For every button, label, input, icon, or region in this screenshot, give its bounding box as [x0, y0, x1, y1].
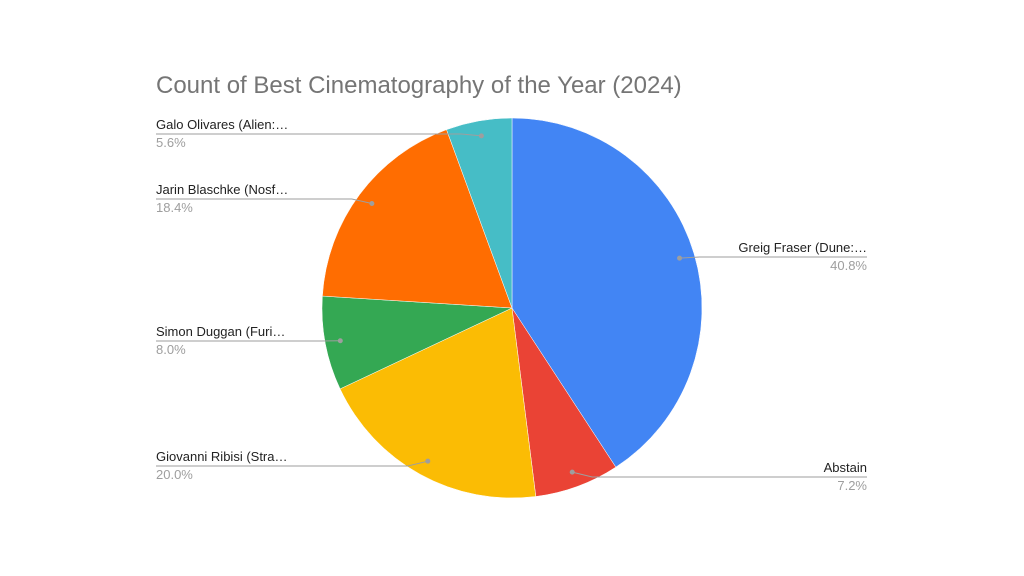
slice-percent-galo-olivares-alien: 5.6%	[156, 135, 186, 150]
slice-label-abstain: Abstain	[824, 460, 867, 475]
slice-percent-jarin-blaschke-nosf: 18.4%	[156, 200, 193, 215]
slice-percent-giovanni-ribisi-stra: 20.0%	[156, 467, 193, 482]
leader-line-abstain	[572, 471, 867, 478]
chart-title: Count of Best Cinematography of the Year…	[156, 72, 682, 99]
leader-dot-galo-olivares-alien	[478, 133, 484, 139]
slice-label-galo-olivares-alien: Galo Olivares (Alien:…	[156, 117, 288, 132]
leader-line-galo-olivares-alien	[156, 133, 482, 137]
pie-slice-greig-fraser-dune[interactable]	[511, 117, 703, 468]
leader-line-giovanni-ribisi-stra	[156, 460, 428, 467]
slice-label-greig-fraser-dune: Greig Fraser (Dune:…	[738, 240, 867, 255]
pie-slice-galo-olivares-alien[interactable]	[446, 117, 513, 309]
pie-slice-giovanni-ribisi-stra[interactable]	[339, 307, 537, 499]
slice-label-giovanni-ribisi-stra: Giovanni Ribisi (Stra…	[156, 449, 288, 464]
slice-percent-simon-duggan-furi: 8.0%	[156, 342, 186, 357]
leader-dot-jarin-blaschke-nosf	[369, 200, 375, 206]
slice-label-jarin-blaschke-nosf: Jarin Blaschke (Nosf…	[156, 182, 288, 197]
slice-percent-greig-fraser-dune: 40.8%	[830, 258, 867, 273]
pie-labels: Greig Fraser (Dune:… 40.8% Abstain 7.2% Giov…	[156, 117, 867, 493]
slice-label-simon-duggan-furi: Simon Duggan (Furi…	[156, 324, 285, 339]
leader-dot-giovanni-ribisi-stra	[425, 458, 431, 464]
slice-percent-abstain: 7.2%	[837, 478, 867, 493]
leader-line-greig-fraser-dune	[679, 256, 867, 259]
pie-slices	[321, 117, 703, 499]
pie-slice-simon-duggan-furi[interactable]	[321, 295, 513, 390]
leader-dot-greig-fraser-dune	[677, 255, 683, 261]
leader-line-jarin-blaschke-nosf	[156, 198, 372, 204]
leader-dot-simon-duggan-furi	[337, 338, 343, 344]
leader-dot-abstain	[569, 469, 575, 475]
pie-slice-jarin-blaschke-nosf[interactable]	[322, 129, 513, 309]
